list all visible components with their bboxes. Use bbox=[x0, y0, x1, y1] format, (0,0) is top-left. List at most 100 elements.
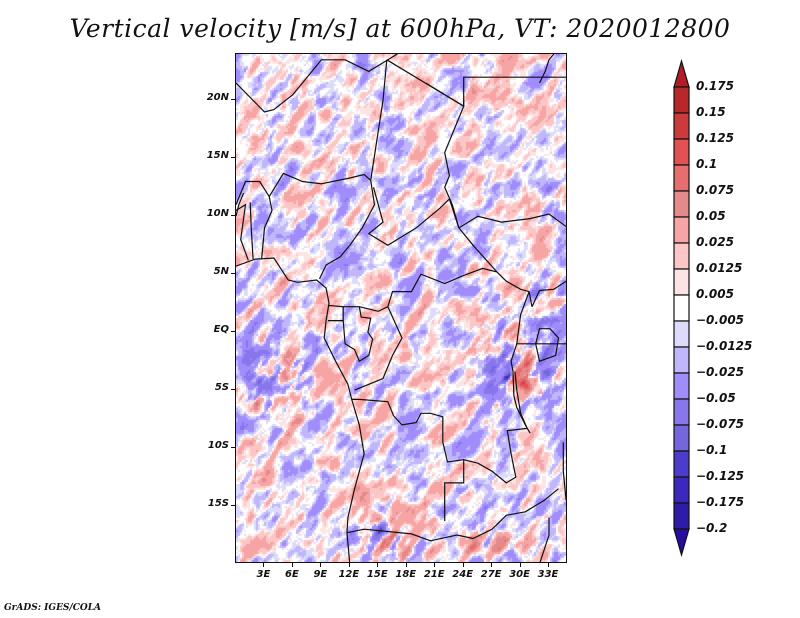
vertical-velocity-field bbox=[236, 54, 566, 562]
x-tick-mark bbox=[434, 563, 436, 567]
y-tick-mark bbox=[231, 99, 235, 101]
x-tick-mark bbox=[405, 563, 407, 567]
border-line bbox=[328, 306, 344, 322]
border-line bbox=[249, 202, 254, 260]
x-tick-label: 9E bbox=[313, 569, 328, 580]
colorbar-level-label: −0.125 bbox=[696, 469, 745, 483]
x-tick-mark bbox=[320, 563, 322, 567]
colorbar-level-label: −0.025 bbox=[696, 365, 745, 379]
x-tick-mark bbox=[491, 563, 493, 567]
x-tick-label: 3E bbox=[256, 569, 271, 580]
border-line bbox=[236, 192, 245, 217]
colorbar-level-label: −0.1 bbox=[696, 443, 728, 457]
y-tick-label: 5N bbox=[213, 266, 229, 278]
colorbar bbox=[673, 58, 690, 558]
colorbar-swatch bbox=[673, 216, 690, 244]
grads-credit: GrADS: IGES/COLA bbox=[4, 603, 102, 613]
x-tick-label: 12E bbox=[338, 569, 360, 580]
x-tick-mark bbox=[348, 563, 350, 567]
border-line bbox=[367, 187, 460, 247]
y-tick-label: 10S bbox=[207, 440, 229, 452]
x-tick-label: 30E bbox=[509, 569, 530, 580]
colorbar-swatch bbox=[673, 476, 690, 504]
colorbar-swatch bbox=[673, 502, 690, 530]
y-tick-mark bbox=[231, 273, 235, 275]
colorbar-swatch bbox=[673, 424, 690, 452]
border-line bbox=[236, 54, 398, 113]
x-tick-label: 15E bbox=[366, 569, 388, 580]
colorbar-swatch bbox=[673, 268, 690, 296]
y-tick-label: 5S bbox=[214, 382, 229, 394]
border-line bbox=[458, 227, 498, 273]
chart-title: Vertical velocity [m/s] at 600hPa, VT: 2… bbox=[69, 14, 731, 43]
y-tick-mark bbox=[231, 505, 235, 507]
x-tick-mark bbox=[548, 563, 550, 567]
colorbar-level-label: −0.05 bbox=[696, 391, 736, 405]
border-line bbox=[354, 306, 403, 391]
colorbar-swatch bbox=[673, 372, 690, 400]
border-line bbox=[236, 203, 249, 261]
colorbar-swatch bbox=[673, 190, 690, 218]
x-tick-label: 33E bbox=[537, 569, 559, 580]
y-tick-label: 20N bbox=[206, 92, 229, 104]
border-line bbox=[510, 291, 530, 372]
y-tick-mark bbox=[231, 215, 235, 217]
colorbar-swatch bbox=[673, 242, 690, 270]
x-tick-label: 18E bbox=[395, 569, 417, 580]
colorbar-level-label: −0.075 bbox=[696, 417, 745, 431]
colorbar-swatch bbox=[673, 346, 690, 374]
y-tick-label: 15N bbox=[206, 150, 229, 162]
colorbar-level-label: 0.1 bbox=[696, 157, 718, 171]
border-line bbox=[531, 280, 566, 307]
border-line bbox=[472, 488, 559, 540]
x-tick-mark bbox=[377, 563, 379, 567]
border-line bbox=[236, 257, 365, 562]
country-borders bbox=[236, 54, 566, 562]
colorbar-swatch bbox=[673, 320, 690, 348]
border-line bbox=[351, 398, 465, 522]
colorbar-level-label: 0.15 bbox=[696, 105, 726, 119]
border-line bbox=[535, 328, 560, 362]
colorbar-swatch bbox=[673, 164, 690, 192]
colorbar-swatch bbox=[673, 86, 690, 114]
border-line bbox=[425, 76, 566, 108]
x-tick-mark bbox=[263, 563, 265, 567]
border-line bbox=[539, 517, 550, 562]
border-line bbox=[444, 100, 465, 229]
border-line bbox=[346, 528, 474, 542]
colorbar-min-extend-triangle bbox=[673, 528, 690, 558]
border-line bbox=[512, 371, 531, 434]
x-tick-mark bbox=[291, 563, 293, 567]
colorbar-swatch bbox=[673, 112, 690, 140]
border-line bbox=[342, 306, 374, 363]
colorbar-level-label: 0.075 bbox=[696, 183, 734, 197]
colorbar-level-label: 0.0125 bbox=[696, 261, 743, 275]
colorbar-level-label: 0.175 bbox=[696, 79, 734, 93]
y-tick-label: 15S bbox=[207, 498, 229, 510]
colorbar-level-label: 0.125 bbox=[696, 131, 734, 145]
y-tick-label: 10N bbox=[206, 208, 229, 220]
border-line bbox=[370, 59, 388, 181]
colorbar-level-label: −0.005 bbox=[696, 313, 745, 327]
x-tick-mark bbox=[462, 563, 464, 567]
colorbar-swatch bbox=[673, 450, 690, 478]
colorbar-level-label: 0.025 bbox=[696, 235, 734, 249]
map-plot-area bbox=[235, 53, 567, 563]
border-line bbox=[538, 54, 555, 84]
colorbar-swatch bbox=[673, 294, 690, 322]
y-tick-mark bbox=[231, 331, 235, 333]
border-line bbox=[386, 59, 465, 107]
colorbar-level-label: 0.05 bbox=[696, 209, 726, 223]
x-tick-mark bbox=[519, 563, 521, 567]
border-line bbox=[236, 180, 273, 260]
y-tick-label: EQ bbox=[213, 324, 229, 336]
border-line bbox=[463, 427, 528, 484]
colorbar-level-label: −0.0125 bbox=[696, 339, 753, 353]
y-tick-mark bbox=[231, 157, 235, 159]
border-line bbox=[328, 267, 533, 312]
border-line bbox=[268, 172, 372, 197]
colorbar-level-label: −0.2 bbox=[696, 521, 728, 535]
border-line bbox=[318, 180, 376, 280]
x-tick-label: 27E bbox=[480, 569, 502, 580]
x-tick-label: 21E bbox=[423, 569, 445, 580]
